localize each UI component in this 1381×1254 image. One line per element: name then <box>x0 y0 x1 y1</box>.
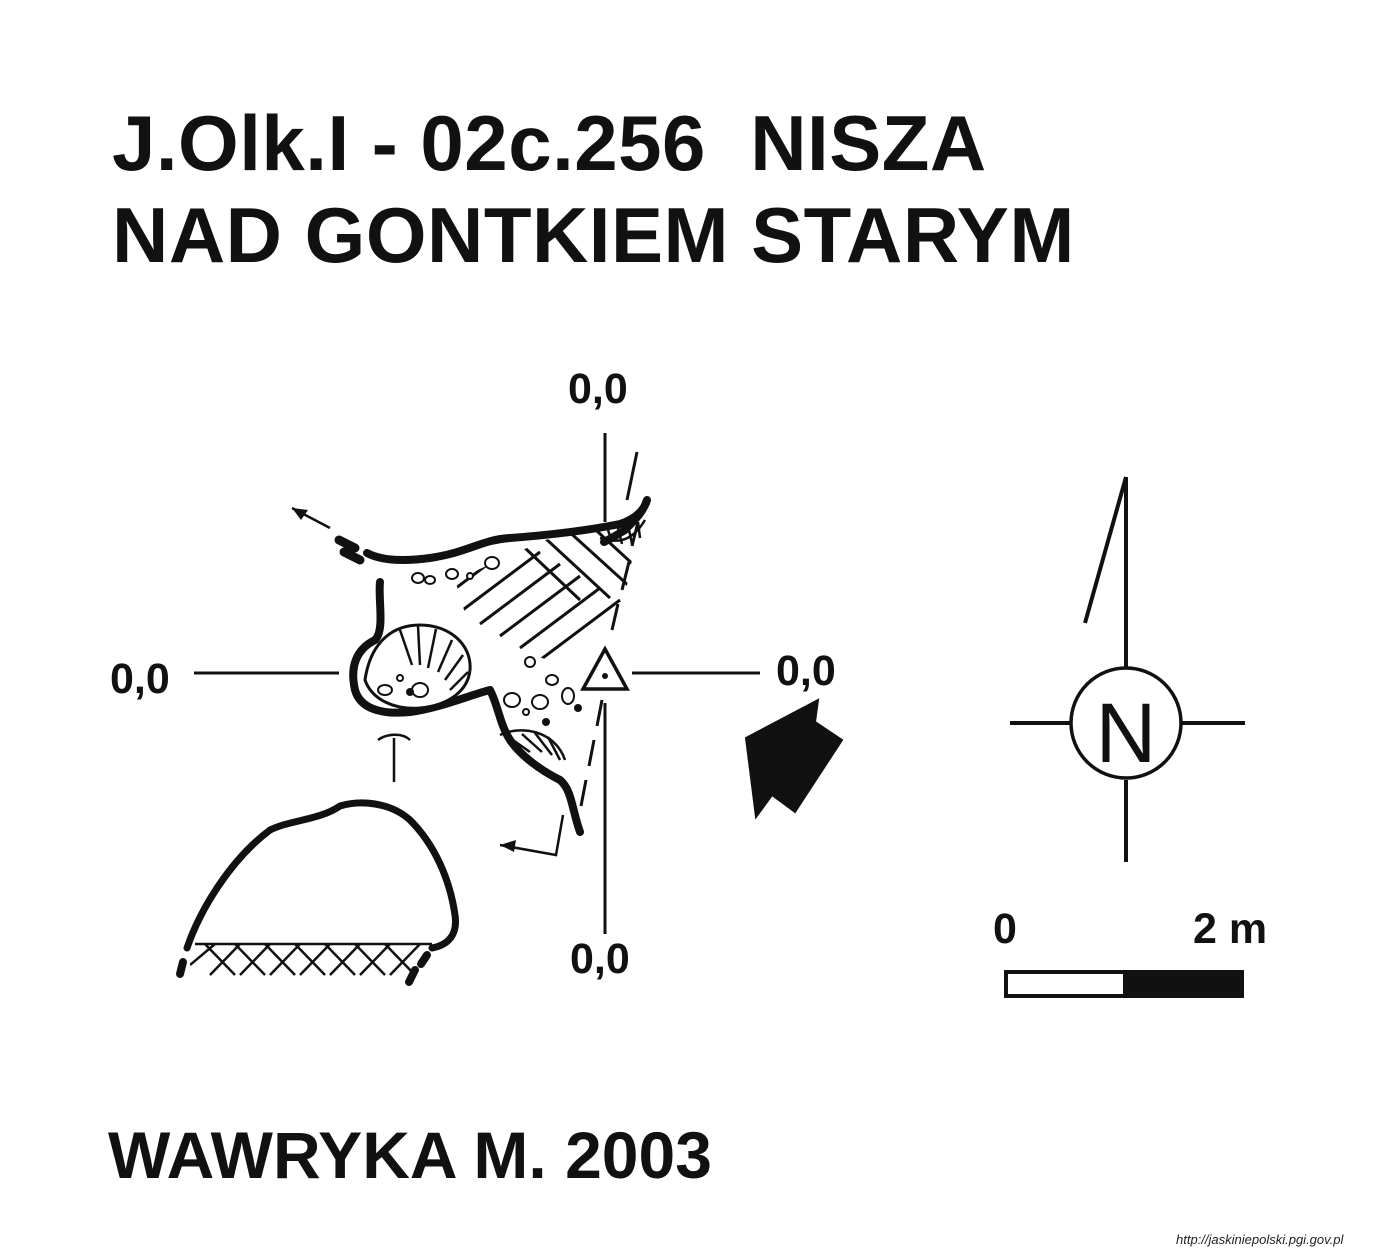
map-title-line-2: NAD GONTKIEM STARYM <box>112 191 1075 279</box>
author-credit: WAWRYKA M. 2003 <box>108 1118 712 1192</box>
scale-bar-start-label: 0 <box>993 905 1017 953</box>
rock-overhang-lower <box>499 729 567 761</box>
dripline <box>579 451 640 807</box>
survey-station-triangle-icon <box>580 645 630 691</box>
reference-point-label-left: 0,0 <box>110 655 170 703</box>
rubble-blocks <box>411 556 582 726</box>
passage-continuation-upper <box>334 535 365 565</box>
reference-point-label-top: 0,0 <box>568 365 628 413</box>
source-url: http://jaskiniepolski.pgi.gov.pl <box>1176 1232 1344 1247</box>
rock-overhang-left <box>363 623 472 710</box>
entrance-arrow-icon <box>744 698 844 820</box>
north-arrow-icon <box>1010 476 1245 862</box>
pick-symbol-icon <box>377 733 411 782</box>
scale-bar <box>1004 970 1244 998</box>
reference-lines <box>194 433 760 934</box>
continuation-arrow-lower-icon <box>499 814 565 857</box>
reference-point-label-right: 0,0 <box>776 647 836 695</box>
cross-section-profile <box>176 799 460 986</box>
north-label: N <box>1096 686 1157 780</box>
map-title-line-1: J.Olk.I - 02c.256 NISZA <box>112 99 987 187</box>
reference-point-label-bottom: 0,0 <box>570 935 630 983</box>
cave-wall-outline <box>349 496 651 836</box>
rock-overhang-upper <box>599 519 647 545</box>
scale-bar-end-label: 2 m <box>1193 905 1268 953</box>
